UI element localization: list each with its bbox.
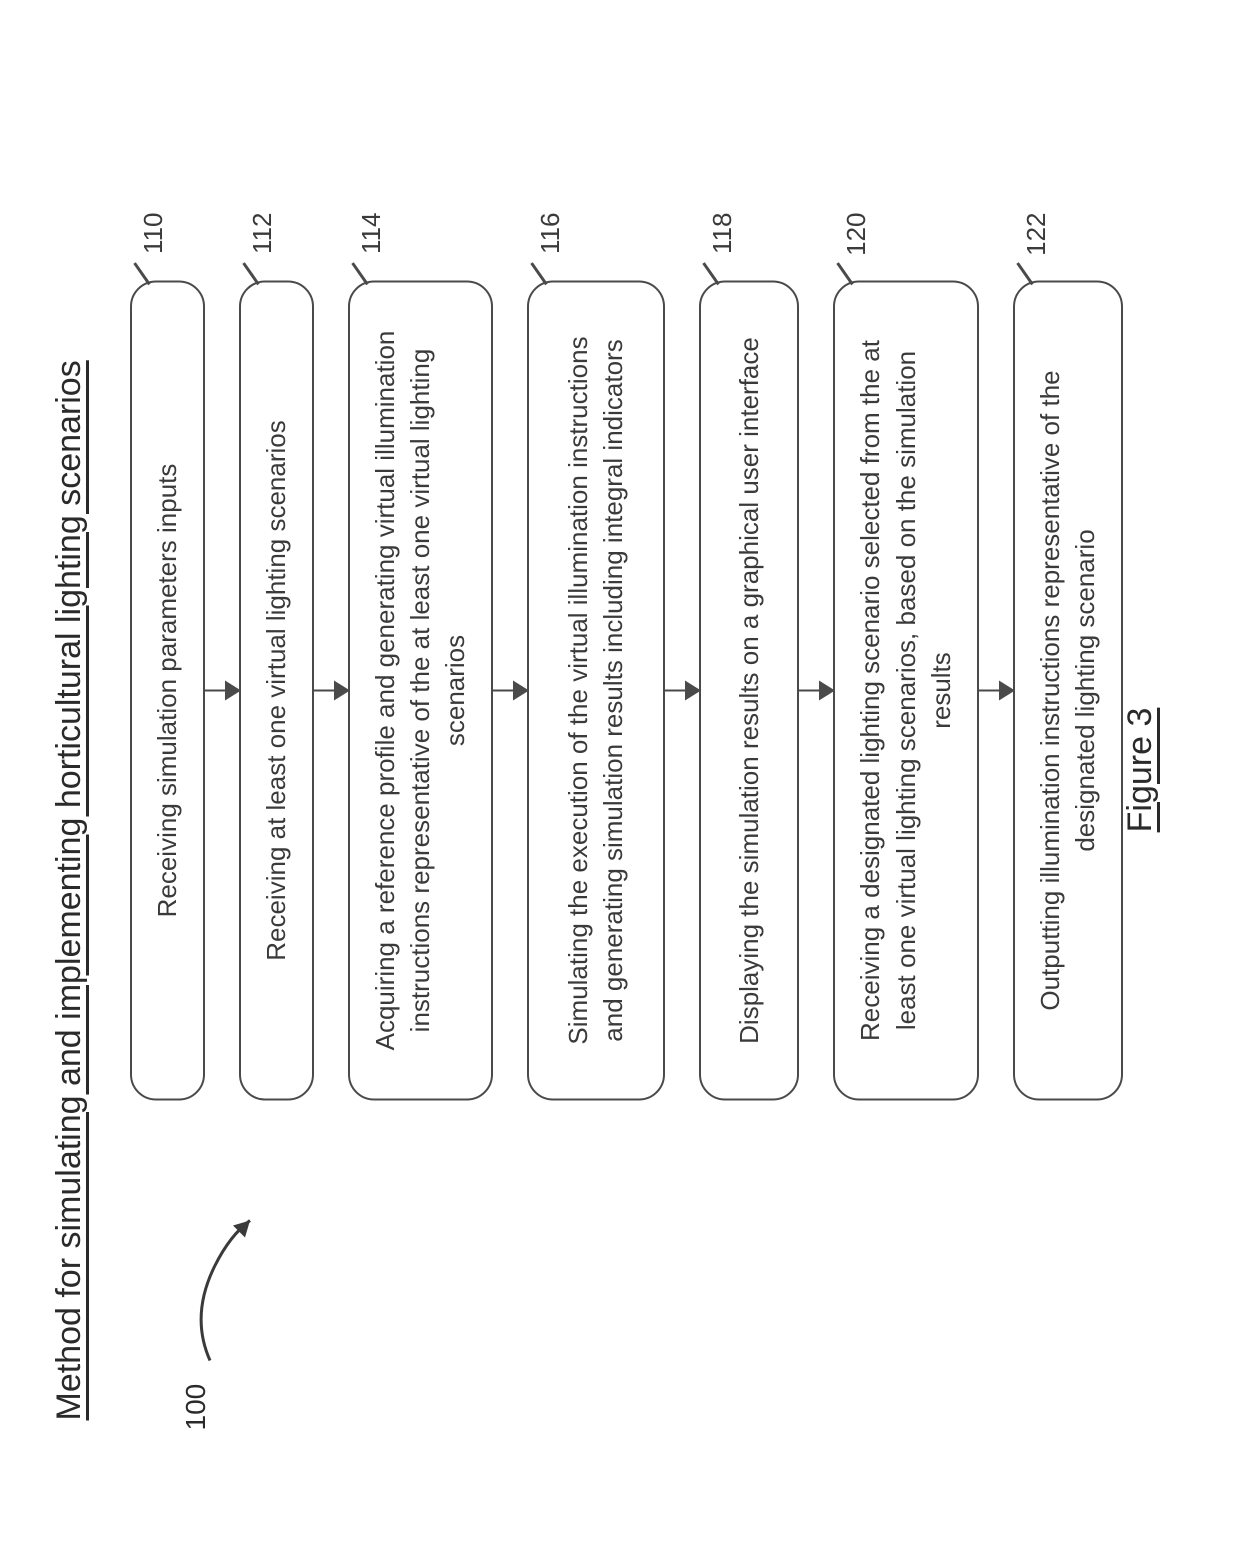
leader-line <box>133 262 150 285</box>
flow-step: Acquiring a reference profile and genera… <box>348 281 493 1101</box>
arrow-down-icon <box>799 689 833 692</box>
flow-step-text: Simulating the execution of the virtual … <box>561 323 631 1059</box>
leader-line <box>352 262 369 285</box>
arrow-down-icon <box>205 689 239 692</box>
flow-step-number: 116 <box>535 213 566 254</box>
arrow-down-icon <box>493 689 527 692</box>
flow-step-text: Receiving at least one virtual lighting … <box>259 420 294 961</box>
curved-arrow-icon <box>185 1206 275 1366</box>
flow-step-number: 110 <box>138 213 169 254</box>
flow-step-text: Receiving simulation parameters inputs <box>150 464 185 918</box>
flow-step: Receiving at least one virtual lighting … <box>239 281 314 1101</box>
leader-line <box>242 262 259 285</box>
flow-step: Outputting illumination instructions rep… <box>1013 281 1123 1101</box>
arrow-down-icon <box>979 689 1013 692</box>
leader-line <box>837 262 854 285</box>
flow-step: Receiving simulation parameters inputs11… <box>130 281 205 1101</box>
flowchart: Receiving simulation parameters inputs11… <box>130 261 1123 1121</box>
flow-step-number: 112 <box>247 213 278 254</box>
leader-line <box>1016 262 1033 285</box>
flow-step-number: 120 <box>841 213 872 256</box>
flow-step: Displaying the simulation results on a g… <box>699 281 799 1101</box>
flow-step-number: 122 <box>1021 213 1052 256</box>
flow-step-text: Outputting illumination instructions rep… <box>1033 323 1103 1059</box>
arrow-down-icon <box>665 689 699 692</box>
flow-step-text: Displaying the simulation results on a g… <box>732 337 767 1044</box>
diagram-title: Method for simulating and implementing h… <box>50 360 89 1420</box>
flow-step: Simulating the execution of the virtual … <box>527 281 665 1101</box>
leader-line <box>531 262 548 285</box>
flow-step-number: 118 <box>707 213 738 254</box>
rotated-page: Method for simulating and implementing h… <box>0 0 1240 1541</box>
flow-step: Receiving a designated lighting scenario… <box>833 281 978 1101</box>
flow-step-number: 114 <box>356 213 387 254</box>
figure-label: Figure 3 <box>1121 0 1160 1541</box>
leader-line <box>703 262 720 285</box>
flow-step-text: Acquiring a reference profile and genera… <box>368 323 473 1059</box>
reference-number-100: 100 <box>180 1384 212 1431</box>
flow-step-text: Receiving a designated lighting scenario… <box>853 323 958 1059</box>
arrow-down-icon <box>314 689 348 692</box>
